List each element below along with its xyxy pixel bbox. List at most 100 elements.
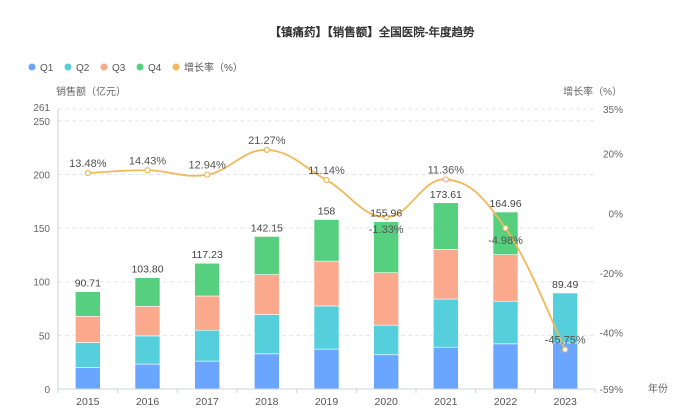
x-tick-label: 2022 xyxy=(494,396,518,408)
growth-point-2022[interactable] xyxy=(502,224,509,232)
y-tick-label: 100 xyxy=(33,278,50,289)
bar-q4-2018[interactable] xyxy=(254,236,280,275)
x-tick-label: 2021 xyxy=(434,396,458,408)
x-tick-label: 2020 xyxy=(374,396,398,408)
bar-q3-2021[interactable] xyxy=(433,249,459,300)
bar-q1-2019[interactable] xyxy=(313,348,340,390)
total-label: 158 xyxy=(318,205,336,217)
growth-label: 21.27% xyxy=(248,135,286,147)
legend-item[interactable]: Q3 xyxy=(100,63,126,74)
bar-q2-2022[interactable] xyxy=(492,300,519,345)
bar-q4-2017[interactable] xyxy=(194,262,220,297)
growth-label: 14.43% xyxy=(129,155,167,167)
growth-point-2023[interactable] xyxy=(562,346,569,353)
y-tick-label: 150 xyxy=(33,224,50,235)
y2-tick-label: 20% xyxy=(603,150,623,161)
y-axis-title: 销售额（亿元） xyxy=(56,85,126,98)
y-tick-label: 261 xyxy=(33,103,50,114)
bar-q2-2018[interactable] xyxy=(254,314,280,355)
growth-point-2015[interactable] xyxy=(84,170,91,177)
bar-q2-2019[interactable] xyxy=(313,305,340,350)
x-tick-label: 2016 xyxy=(136,396,160,408)
x-tick-label: 2015 xyxy=(76,396,100,408)
bar-q1-2015[interactable] xyxy=(75,367,101,390)
growth-label: 13.48% xyxy=(69,158,107,170)
total-label: 164.96 xyxy=(489,198,521,210)
y2-axis-title: 增长率（%） xyxy=(563,85,622,98)
legend-label: Q3 xyxy=(112,63,126,74)
growth-point-2021[interactable] xyxy=(442,176,449,183)
growth-label: 11.36% xyxy=(428,164,465,176)
bar-q1-2017[interactable] xyxy=(194,360,220,390)
growth-label: 12.94% xyxy=(189,160,227,172)
x-tick-label: 2019 xyxy=(315,396,339,408)
bar-q4-2019[interactable] xyxy=(313,219,340,262)
bar-q1-2021[interactable] xyxy=(433,346,459,390)
bar-q3-2022[interactable] xyxy=(492,254,519,302)
y-tick-label: 50 xyxy=(39,331,51,342)
growth-point-2017[interactable] xyxy=(204,171,211,178)
bar-q3-2020[interactable] xyxy=(373,272,399,326)
legend-label: Q2 xyxy=(76,63,90,74)
legend-item[interactable]: Q4 xyxy=(136,63,162,74)
growth-label: 11.14% xyxy=(308,165,345,177)
bar-q2-2017[interactable] xyxy=(194,329,220,362)
legend-marker xyxy=(172,63,180,71)
legend-marker xyxy=(136,63,144,71)
growth-point-2018[interactable] xyxy=(263,146,270,153)
bar-q4-2022[interactable] xyxy=(492,211,519,255)
bar-q3-2019[interactable] xyxy=(313,260,340,307)
growth-label: -45.75% xyxy=(545,335,586,347)
legend-label: Q1 xyxy=(40,63,54,74)
total-label: 90.71 xyxy=(75,278,101,290)
y2-tick-label: 35% xyxy=(603,105,623,116)
y2-tick-label: -20% xyxy=(600,269,623,280)
bar-q4-2020[interactable] xyxy=(373,221,399,274)
legend-marker xyxy=(28,63,36,71)
chart-title: 【镇痛药】【销售额】全国医院-年度趋势 xyxy=(269,25,475,39)
bar-q1-2018[interactable] xyxy=(254,353,280,390)
growth-point-2020[interactable] xyxy=(383,214,390,221)
legend-item[interactable]: Q2 xyxy=(64,63,90,74)
y-tick-label: 0 xyxy=(44,385,50,396)
bar-q2-2015[interactable] xyxy=(75,342,101,368)
bar-q2-2016[interactable] xyxy=(134,335,161,365)
growth-point-2019[interactable] xyxy=(323,176,330,184)
x-axis-title: 年份 xyxy=(648,382,668,395)
growth-label: -1.33% xyxy=(369,224,404,236)
legend-item[interactable]: Q1 xyxy=(28,63,54,74)
growth-point-2016[interactable] xyxy=(144,167,151,174)
x-tick-label: 2017 xyxy=(195,396,219,408)
y2-tick-label: -59% xyxy=(600,385,623,396)
total-label: 155.96 xyxy=(370,208,402,220)
y-tick-label: 250 xyxy=(33,117,50,128)
bar-q3-2016[interactable] xyxy=(134,305,161,337)
total-label: 117.23 xyxy=(191,249,222,261)
bar-q4-2015[interactable] xyxy=(75,291,101,317)
bar-q2-2023[interactable] xyxy=(552,292,578,344)
bar-q3-2015[interactable] xyxy=(75,315,101,343)
legend-item[interactable]: 增长率（%） xyxy=(172,61,243,74)
y2-tick-label: 0% xyxy=(609,209,624,220)
x-tick-label: 2018 xyxy=(255,396,279,408)
bar-q4-2016[interactable] xyxy=(134,277,161,307)
y-tick-label: 200 xyxy=(33,170,50,181)
bar-q1-2022[interactable] xyxy=(492,343,519,390)
bar-q1-2016[interactable] xyxy=(134,363,161,390)
total-label: 173.61 xyxy=(430,189,462,201)
bar-q1-2020[interactable] xyxy=(373,354,399,390)
total-label: 142.15 xyxy=(251,223,283,235)
total-label: 89.49 xyxy=(552,279,578,291)
legend: Q1 Q2 Q3 Q4 增长率（%） xyxy=(28,61,243,74)
legend-marker xyxy=(64,63,72,71)
bar-q3-2017[interactable] xyxy=(194,295,220,331)
bar-q3-2018[interactable] xyxy=(254,274,280,315)
legend-label: 增长率（%） xyxy=(184,61,243,74)
y2-tick-label: -40% xyxy=(600,328,623,339)
bar-q2-2021[interactable] xyxy=(433,298,459,348)
total-label: 103.80 xyxy=(131,264,163,276)
bar-q4-2021[interactable] xyxy=(433,202,459,250)
bar-q2-2020[interactable] xyxy=(373,324,399,356)
legend-marker xyxy=(100,63,108,71)
